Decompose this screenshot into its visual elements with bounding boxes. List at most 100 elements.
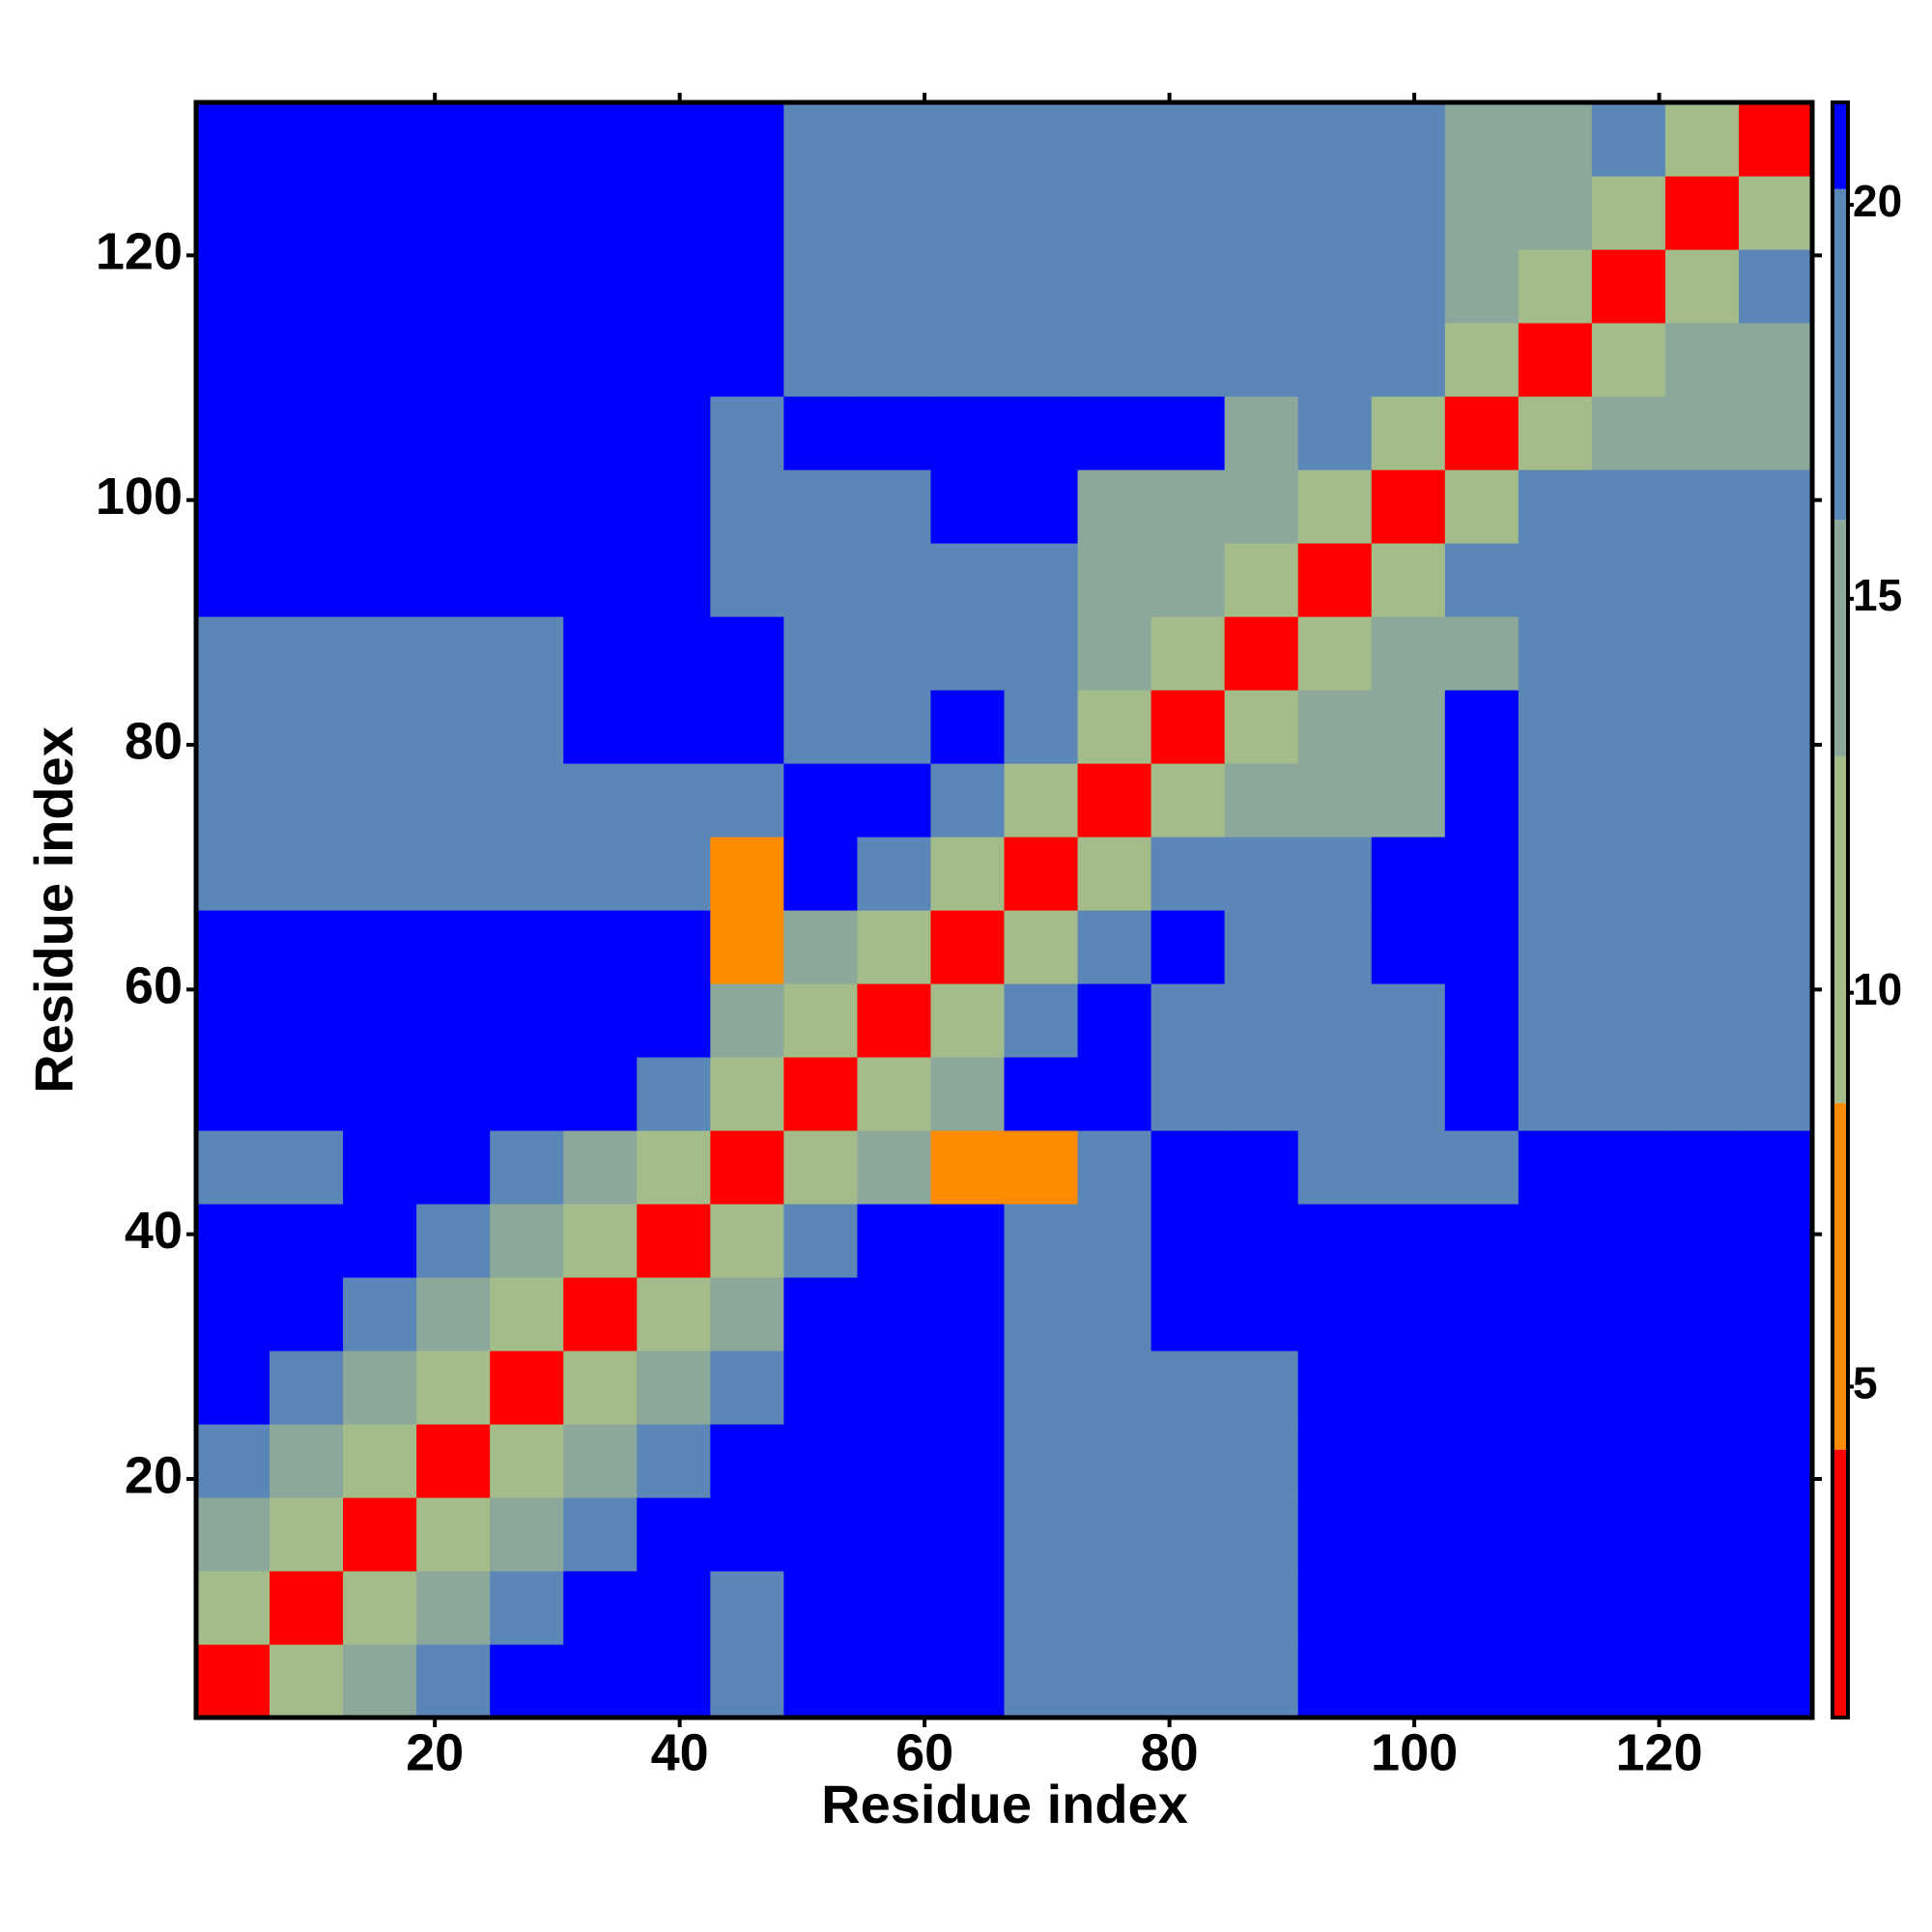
- heatmap-cell: [1297, 396, 1373, 470]
- heatmap-cell: [710, 1571, 784, 1645]
- heatmap-cell: [1591, 396, 1666, 470]
- heatmap-cell: [637, 1571, 711, 1645]
- heatmap-cell: [1224, 1057, 1299, 1131]
- heatmap-cell: [196, 690, 270, 764]
- heatmap-cell: [343, 616, 417, 691]
- heatmap-cell: [1444, 102, 1520, 177]
- heatmap-cell: [1151, 102, 1226, 177]
- heatmap-cell: [196, 910, 270, 984]
- heatmap-cell: [490, 837, 564, 911]
- heatmap-cell: [563, 323, 638, 397]
- heatmap-cell: [1224, 469, 1299, 544]
- heatmap-cell: [270, 1497, 344, 1572]
- heatmap-cell: [783, 1350, 859, 1425]
- heatmap-cell: [1738, 1277, 1813, 1351]
- heatmap-cell: [930, 102, 1006, 177]
- colorbar-tick-label: 20: [1853, 176, 1902, 226]
- heatmap-cell: [563, 176, 638, 250]
- heatmap-cell: [563, 1424, 638, 1498]
- heatmap-cell: [1518, 837, 1593, 911]
- heatmap-cell: [1077, 1424, 1152, 1498]
- heatmap-cell: [1151, 1644, 1226, 1719]
- heatmap-cell: [1591, 1350, 1666, 1425]
- heatmap-cell: [930, 249, 1006, 324]
- heatmap-cell: [196, 1350, 270, 1425]
- heatmap-cell: [1738, 323, 1813, 397]
- heatmap-cell: [1077, 249, 1152, 324]
- heatmap-cell: [1738, 616, 1813, 691]
- heatmap-cell: [343, 1204, 417, 1278]
- heatmap-cell: [1151, 763, 1226, 838]
- heatmap-cell: [196, 543, 270, 617]
- heatmap-cell: [343, 1277, 417, 1351]
- heatmap-cell: [1151, 176, 1226, 250]
- heatmap-cell: [857, 176, 932, 250]
- heatmap-cell: [563, 1130, 638, 1205]
- heatmap-cell: [1077, 323, 1152, 397]
- heatmap-cell: [1224, 1644, 1299, 1719]
- heatmap-cell: [1738, 249, 1813, 324]
- heatmap-cell: [343, 469, 417, 544]
- heatmap-cell: [783, 1644, 859, 1719]
- heatmap-cell: [637, 323, 711, 397]
- heatmap-cell: [270, 763, 344, 838]
- heatmap-cell: [1444, 1497, 1520, 1572]
- heatmap-cell: [1518, 249, 1593, 324]
- colorbar-tick-label: 10: [1853, 964, 1902, 1014]
- heatmap-cell: [637, 616, 711, 691]
- heatmap-cell: [563, 249, 638, 324]
- heatmap-cell: [1738, 1204, 1813, 1278]
- heatmap-cell: [416, 616, 491, 691]
- heatmap-cell: [1004, 1644, 1079, 1719]
- heatmap-cell: [1591, 1571, 1666, 1645]
- heatmap-cell: [710, 1350, 784, 1425]
- heatmap-cell: [563, 983, 638, 1058]
- heatmap-cell: [1004, 176, 1079, 250]
- heatmap-cell: [857, 616, 932, 691]
- heatmap-cell: [1371, 1057, 1446, 1131]
- heatmap-cell: [1591, 249, 1666, 324]
- heatmap-cell: [490, 616, 564, 691]
- heatmap-cell: [1077, 396, 1152, 470]
- heatmap-cell: [1297, 763, 1373, 838]
- heatmap-cell: [1591, 910, 1666, 984]
- heatmap-cell: [1664, 1350, 1740, 1425]
- heatmap-cell: [1151, 1350, 1226, 1425]
- heatmap-cell: [930, 616, 1006, 691]
- heatmap-cell: [930, 690, 1006, 764]
- heatmap-cell: [270, 910, 344, 984]
- heatmap-cell: [1738, 837, 1813, 911]
- heatmap-cell: [1444, 469, 1520, 544]
- heatmap-cell: [490, 543, 564, 617]
- heatmap-cell: [1738, 543, 1813, 617]
- heatmap-cell: [1151, 1057, 1226, 1131]
- heatmap-cell: [1664, 690, 1740, 764]
- heatmap-cell: [270, 616, 344, 691]
- heatmap-cell: [710, 543, 784, 617]
- heatmap-cell: [1371, 1277, 1446, 1351]
- heatmap-cell: [490, 1130, 564, 1205]
- heatmap-cell: [1151, 1571, 1226, 1645]
- heatmap-cell: [1297, 1204, 1373, 1278]
- heatmap-cell: [1591, 837, 1666, 911]
- heatmap-cell: [196, 983, 270, 1058]
- heatmap-cell: [196, 1130, 270, 1205]
- y-tick-label: 60: [125, 957, 183, 1015]
- heatmap-cell: [1518, 396, 1593, 470]
- heatmap-cell: [270, 396, 344, 470]
- heatmap-cell: [1518, 616, 1593, 691]
- heatmap-cell: [1518, 910, 1593, 984]
- heatmap-cell: [1371, 1204, 1446, 1278]
- heatmap-cell: [1738, 690, 1813, 764]
- heatmap-cell: [196, 469, 270, 544]
- heatmap-cell: [1371, 763, 1446, 838]
- heatmap-cell: [490, 1204, 564, 1278]
- heatmap-cell: [1664, 1424, 1740, 1498]
- heatmap-cell: [1591, 1057, 1666, 1131]
- heatmap-cell: [637, 543, 711, 617]
- heatmap-cell: [490, 249, 564, 324]
- heatmap-cell: [563, 396, 638, 470]
- heatmap-cell: [1591, 323, 1666, 397]
- heatmap-cell: [490, 1644, 564, 1719]
